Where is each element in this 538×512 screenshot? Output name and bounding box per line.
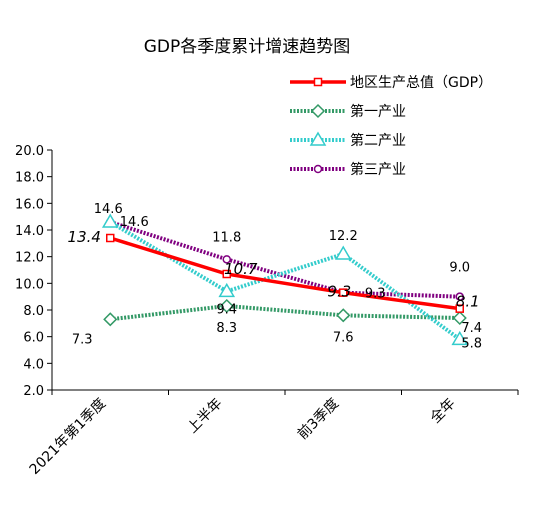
- data-point: [336, 308, 351, 323]
- data-label: 14.6: [120, 215, 149, 230]
- series-3: [101, 213, 469, 346]
- y-tick-label: 10.0: [15, 277, 44, 292]
- y-tick-label: 6.0: [23, 331, 44, 346]
- data-point: [455, 292, 464, 301]
- y-tick-label: 8.0: [23, 304, 44, 319]
- data-label: 9.4: [216, 302, 237, 317]
- series-line: [109, 236, 460, 311]
- legend-marker: [313, 164, 323, 174]
- series-line: [109, 220, 461, 341]
- series-line: [110, 303, 460, 322]
- data-point: [106, 233, 115, 243]
- legend-item: 第一产业: [290, 103, 406, 120]
- axes: 2.0 4.0 6.0 8.0 10.0 12.0 14.0 16.0 18.0 20.0 2021…: [15, 144, 519, 478]
- y-tick-label: 12.0: [15, 251, 44, 266]
- data-label: 14.6: [94, 202, 123, 217]
- data-label: 9.3: [365, 287, 386, 302]
- data-point: [218, 282, 236, 298]
- data-label: 7.3: [72, 332, 93, 347]
- data-point: [219, 298, 234, 314]
- legend-label: 第一产业: [350, 103, 406, 120]
- y-tick-label: 20.0: [15, 144, 44, 159]
- legend-label: 第三产业: [350, 161, 406, 178]
- series-layer: [101, 213, 469, 346]
- series-line: [109, 220, 460, 299]
- x-tick-label: 2021年第1季度: [26, 395, 109, 478]
- data-point: [452, 310, 467, 326]
- data-label: 8.1: [456, 293, 480, 311]
- x-tick-label: 全年: [427, 395, 459, 427]
- data-label: 7.6: [333, 330, 354, 345]
- data-label: 5.8: [461, 336, 482, 351]
- data-label: 8.3: [216, 321, 237, 336]
- legend-marker: [313, 77, 323, 87]
- series-4: [106, 217, 464, 301]
- x-tick-label: 前3季度: [294, 395, 342, 443]
- data-point: [103, 312, 118, 327]
- data-point: [101, 213, 119, 228]
- legend-item: 第二产业: [290, 131, 406, 149]
- y-tick-label: 4.0: [23, 357, 44, 372]
- data-point: [222, 269, 231, 279]
- data-point: [455, 304, 464, 313]
- chart-title: GDP各季度累计增速趋势图: [144, 37, 351, 57]
- data-labels: 13.4 10.7 9.3 8.1 7.3 8.3 7.6 7.4 14.6 9.4 12.2 5.8…: [68, 202, 483, 351]
- data-label: 7.4: [461, 321, 482, 336]
- data-point: [222, 255, 231, 264]
- y-tick-label: 14.0: [15, 224, 44, 239]
- series-1: [106, 233, 464, 313]
- data-label: 12.2: [329, 229, 358, 244]
- legend-label: 第二产业: [350, 132, 406, 149]
- data-point: [451, 330, 469, 346]
- series-2: [103, 298, 467, 327]
- data-label: 13.4: [68, 228, 101, 246]
- legend-item: 第三产业: [290, 161, 406, 178]
- data-point: [339, 288, 348, 297]
- legend-marker: [309, 131, 327, 146]
- y-tick-label: 18.0: [15, 171, 44, 186]
- data-label: 11.8: [212, 230, 241, 245]
- data-label: 10.7: [224, 260, 258, 278]
- legend-label: 地区生产总值（GDP）: [350, 75, 492, 91]
- data-label: 9.0: [449, 261, 470, 276]
- x-tick-label: 上半年: [185, 396, 226, 437]
- data-label: 9.3: [327, 283, 351, 301]
- y-tick-label: 2.0: [23, 384, 44, 399]
- y-tick-label: 16.0: [15, 197, 44, 212]
- data-point: [334, 245, 352, 260]
- legend-marker: [310, 103, 326, 119]
- legend-item: 地区生产总值（GDP）: [290, 75, 492, 91]
